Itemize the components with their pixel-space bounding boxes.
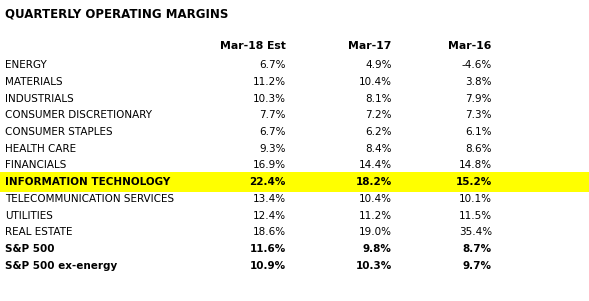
Text: 10.3%: 10.3% bbox=[355, 261, 392, 271]
Text: 10.1%: 10.1% bbox=[459, 194, 492, 204]
Text: TELECOMMUNICATION SERVICES: TELECOMMUNICATION SERVICES bbox=[5, 194, 174, 204]
Text: 8.6%: 8.6% bbox=[465, 144, 492, 154]
Text: Mar-17: Mar-17 bbox=[348, 41, 392, 51]
Text: 10.4%: 10.4% bbox=[359, 77, 392, 87]
Text: S&P 500: S&P 500 bbox=[5, 244, 54, 254]
Text: 18.6%: 18.6% bbox=[253, 227, 286, 237]
Text: 14.4%: 14.4% bbox=[359, 160, 392, 170]
Text: CONSUMER DISCRETIONARY: CONSUMER DISCRETIONARY bbox=[5, 110, 152, 120]
Text: 16.9%: 16.9% bbox=[253, 160, 286, 170]
Text: 6.2%: 6.2% bbox=[365, 127, 392, 137]
Text: 8.7%: 8.7% bbox=[463, 244, 492, 254]
Text: S&P 500 ex-energy: S&P 500 ex-energy bbox=[5, 261, 117, 271]
Text: HEALTH CARE: HEALTH CARE bbox=[5, 144, 76, 154]
Text: CONSUMER STAPLES: CONSUMER STAPLES bbox=[5, 127, 112, 137]
Text: 13.4%: 13.4% bbox=[253, 194, 286, 204]
Text: 35.4%: 35.4% bbox=[459, 227, 492, 237]
Bar bbox=[0, 172, 589, 192]
Text: UTILITIES: UTILITIES bbox=[5, 211, 52, 221]
Text: 4.9%: 4.9% bbox=[365, 60, 392, 70]
Text: 7.2%: 7.2% bbox=[365, 110, 392, 120]
Text: 9.8%: 9.8% bbox=[363, 244, 392, 254]
Text: 15.2%: 15.2% bbox=[455, 177, 492, 187]
Text: 9.3%: 9.3% bbox=[259, 144, 286, 154]
Text: 11.5%: 11.5% bbox=[459, 211, 492, 221]
Text: ENERGY: ENERGY bbox=[5, 60, 47, 70]
Text: 11.2%: 11.2% bbox=[359, 211, 392, 221]
Text: 7.7%: 7.7% bbox=[259, 110, 286, 120]
Text: INFORMATION TECHNOLOGY: INFORMATION TECHNOLOGY bbox=[5, 177, 170, 187]
Text: 8.1%: 8.1% bbox=[365, 94, 392, 104]
Text: 11.6%: 11.6% bbox=[249, 244, 286, 254]
Text: Mar-18 Est: Mar-18 Est bbox=[220, 41, 286, 51]
Text: 6.7%: 6.7% bbox=[259, 60, 286, 70]
Text: 6.7%: 6.7% bbox=[259, 127, 286, 137]
Text: 12.4%: 12.4% bbox=[253, 211, 286, 221]
Text: 22.4%: 22.4% bbox=[249, 177, 286, 187]
Text: 10.3%: 10.3% bbox=[253, 94, 286, 104]
Text: FINANCIALS: FINANCIALS bbox=[5, 160, 66, 170]
Text: 10.9%: 10.9% bbox=[250, 261, 286, 271]
Text: 10.4%: 10.4% bbox=[359, 194, 392, 204]
Text: -4.6%: -4.6% bbox=[462, 60, 492, 70]
Text: 7.3%: 7.3% bbox=[465, 110, 492, 120]
Text: 9.7%: 9.7% bbox=[463, 261, 492, 271]
Text: 8.4%: 8.4% bbox=[365, 144, 392, 154]
Text: 14.8%: 14.8% bbox=[459, 160, 492, 170]
Text: 7.9%: 7.9% bbox=[465, 94, 492, 104]
Text: INDUSTRIALS: INDUSTRIALS bbox=[5, 94, 74, 104]
Text: 11.2%: 11.2% bbox=[253, 77, 286, 87]
Text: 6.1%: 6.1% bbox=[465, 127, 492, 137]
Text: QUARTERLY OPERATING MARGINS: QUARTERLY OPERATING MARGINS bbox=[5, 8, 228, 20]
Text: 19.0%: 19.0% bbox=[359, 227, 392, 237]
Text: 18.2%: 18.2% bbox=[355, 177, 392, 187]
Text: REAL ESTATE: REAL ESTATE bbox=[5, 227, 72, 237]
Text: 3.8%: 3.8% bbox=[465, 77, 492, 87]
Text: MATERIALS: MATERIALS bbox=[5, 77, 62, 87]
Text: Mar-16: Mar-16 bbox=[448, 41, 492, 51]
